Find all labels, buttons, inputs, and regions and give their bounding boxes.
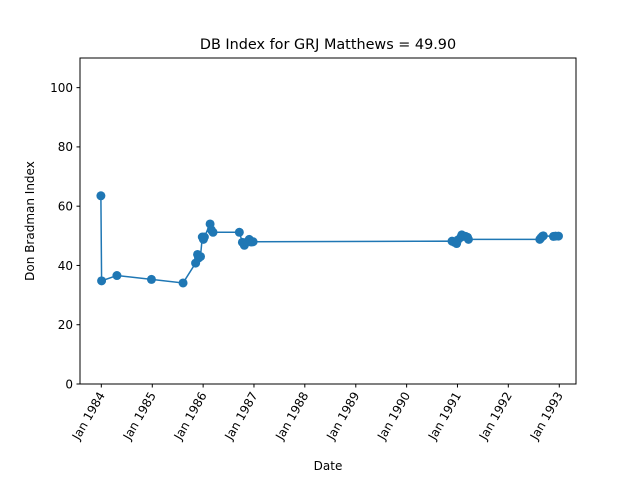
y-tick-label: 60 — [58, 199, 73, 213]
data-point — [248, 237, 258, 247]
data-point — [195, 252, 205, 262]
data-point — [234, 227, 244, 237]
y-axis: 0 20 40 60 80 100 — [50, 81, 80, 391]
data-point — [96, 191, 106, 201]
data-point — [463, 234, 473, 244]
data-point — [97, 276, 107, 286]
data-point — [199, 232, 209, 242]
data-point — [178, 278, 188, 288]
y-axis-label: Don Bradman Index — [23, 161, 37, 281]
data-point — [146, 274, 156, 284]
series-points — [96, 191, 563, 288]
y-tick-label: 80 — [58, 140, 73, 154]
data-point — [208, 227, 218, 237]
data-point — [112, 271, 122, 281]
y-tick-label: 0 — [65, 377, 73, 391]
x-axis-label: Date — [314, 459, 343, 473]
y-tick-label: 20 — [58, 318, 73, 332]
data-point — [538, 231, 548, 241]
data-point — [553, 231, 563, 241]
plot-frame — [79, 57, 577, 385]
chart-title: DB Index for GRJ Matthews = 49.90 — [200, 37, 456, 53]
y-tick-label: 100 — [50, 81, 73, 95]
y-tick-label: 40 — [58, 259, 73, 273]
